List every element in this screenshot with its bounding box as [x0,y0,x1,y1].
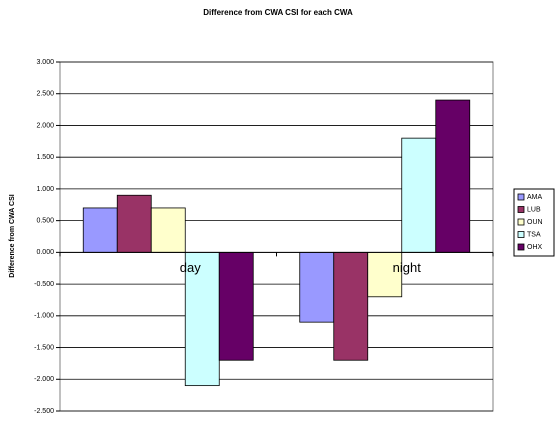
legend-label: OUN [527,219,543,226]
legend-swatch [517,243,525,251]
bar [82,207,118,253]
bar [333,251,369,361]
y-tick-label: -1.000 [34,313,54,320]
legend-label: OHX [527,244,543,251]
y-tick-label: 1.500 [36,154,54,161]
y-tick-label: -2.500 [34,408,54,415]
y-tick-label: 0.000 [36,249,54,256]
y-axis-label: Difference from CWA CSI [9,194,16,277]
y-tick-label: 2.000 [36,122,54,129]
legend-label: LUB [527,206,541,213]
y-tick-label: 0.500 [36,217,54,224]
bar [401,137,437,253]
y-tick-label: 2.500 [36,91,54,98]
bar [435,99,471,253]
legend-swatch [517,218,525,226]
y-tick-label: -1.500 [34,344,54,351]
bar [150,207,186,253]
legend-swatch [517,231,525,238]
legend-label: AMA [527,194,543,201]
chart-title: Difference from CWA CSI for each CWA [203,8,353,17]
y-tick-label: 3.000 [36,59,54,66]
x-tick-label: night [393,260,422,275]
legend-label: TSA [527,231,541,238]
y-tick-label: -0.500 [34,281,54,288]
x-tick-label: day [180,260,201,275]
legend-swatch [517,193,525,201]
y-tick-label: 1.000 [36,186,54,193]
bar [218,251,254,361]
legend-swatch [517,206,525,213]
bar [299,251,335,323]
y-tick-label: -2.000 [34,376,54,383]
bar [116,194,152,253]
